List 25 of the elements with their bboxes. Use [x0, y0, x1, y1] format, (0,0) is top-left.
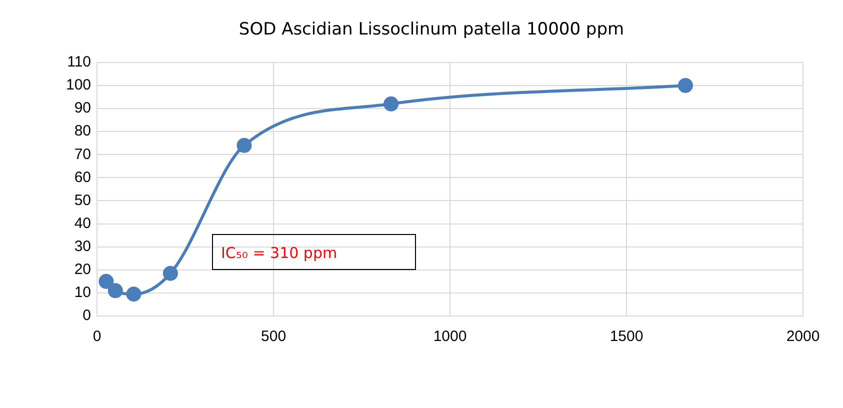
point — [162, 266, 178, 281]
point — [98, 274, 114, 289]
y-tick-label: 50 — [74, 192, 92, 209]
y-tick-label: 80 — [74, 122, 92, 140]
y-tick-label: 10 — [74, 284, 92, 302]
x-tick-label: 2000 — [786, 328, 820, 346]
point — [236, 138, 252, 153]
y-tick-label: 40 — [74, 214, 92, 232]
note-frame: IC₅₀ = 310 ppm — [212, 234, 416, 270]
y-tick-label: 20 — [74, 261, 92, 278]
x-tick-label: 1500 — [610, 328, 644, 346]
y-tick-label: 90 — [74, 100, 92, 117]
chart-title: SOD Ascidian Lissoclinum patella 10000 ppm — [238, 20, 624, 40]
point — [384, 96, 399, 112]
x-tick-label: 500 — [261, 328, 286, 346]
y-tick-label: 30 — [74, 238, 92, 255]
y-tick-label: 100 — [66, 76, 92, 94]
point — [108, 283, 123, 298]
point — [678, 78, 693, 93]
y-tick-label: 70 — [74, 146, 92, 163]
y-tick-label: 110 — [67, 54, 92, 71]
y-tick-label: 60 — [74, 168, 92, 186]
point — [126, 286, 142, 302]
y-tick-label: 0 — [82, 307, 92, 324]
x-tick-label: 1000 — [433, 328, 467, 346]
